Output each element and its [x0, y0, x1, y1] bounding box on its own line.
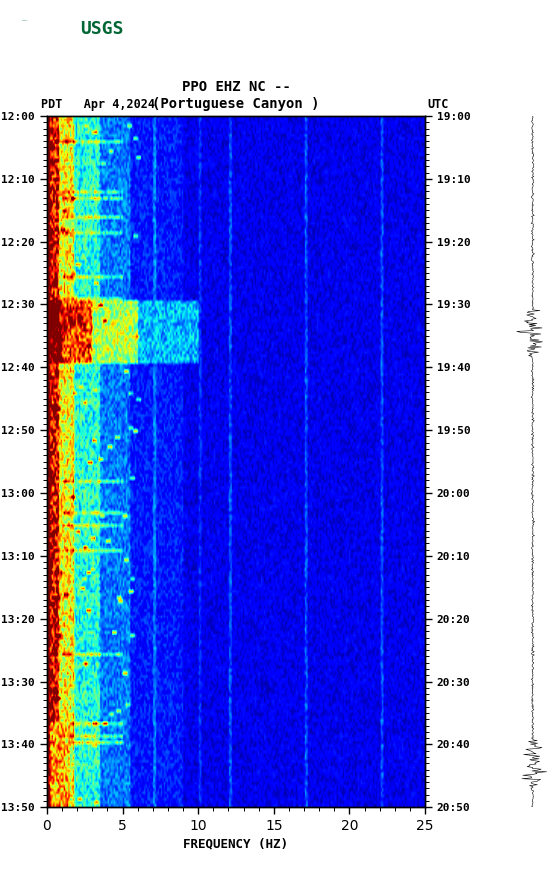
- Text: USGS: USGS: [80, 20, 124, 37]
- Text: PPO EHZ NC --: PPO EHZ NC --: [182, 79, 290, 94]
- Text: (Portuguese Canyon ): (Portuguese Canyon ): [152, 96, 320, 111]
- X-axis label: FREQUENCY (HZ): FREQUENCY (HZ): [183, 838, 289, 850]
- Text: USGS: USGS: [29, 17, 59, 29]
- Text: UTC: UTC: [428, 97, 449, 111]
- Text: PDT   Apr 4,2024: PDT Apr 4,2024: [41, 97, 156, 111]
- Text: #006633: #006633: [22, 20, 29, 21]
